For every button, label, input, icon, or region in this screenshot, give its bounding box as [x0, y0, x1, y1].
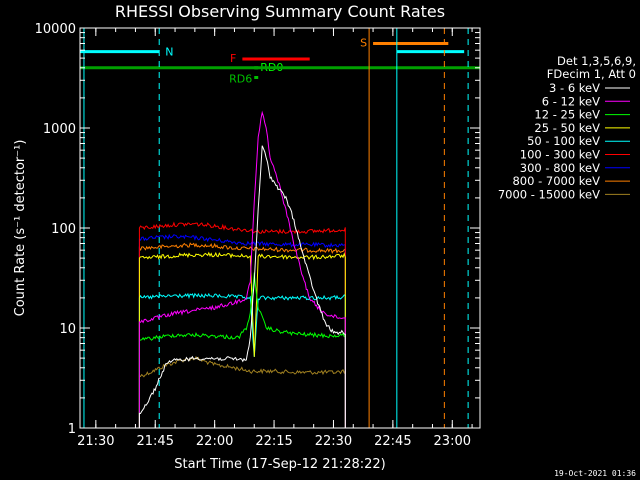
series-line-25-50-kev — [138, 251, 346, 429]
legend: Det 1,3,5,6,9, FDecim 1, Att 0 3 - 6 keV… — [498, 54, 636, 201]
legend-label: 100 - 300 keV — [520, 148, 600, 162]
legend-header-line1: Det 1,3,5,6,9, — [557, 54, 636, 68]
legend-label: 300 - 800 keV — [520, 161, 600, 175]
chart-title: RHESSI Observing Summary Count Rates — [115, 2, 445, 21]
series-line-6-12-kev — [138, 110, 346, 429]
series-line-800-7000-kev — [138, 242, 346, 429]
x-tick-label: 22:15 — [255, 434, 292, 449]
legend-label: 25 - 50 keV — [534, 121, 600, 135]
series-line-300-800-kev — [138, 233, 346, 429]
x-tick-label: 23:00 — [434, 434, 471, 449]
series-line-50-100-kev — [138, 292, 346, 429]
y-tick-label: 1000 — [43, 122, 76, 137]
x-tick-label: 22:30 — [315, 434, 352, 449]
x-tick-label: 21:30 — [77, 434, 114, 449]
state-annotations: NSFRD0RD6 — [80, 36, 480, 85]
series-group — [138, 110, 346, 429]
annotation-label: N — [165, 46, 173, 59]
y-tick-label: 10 — [59, 322, 76, 337]
series-line-12-25-kev — [138, 272, 346, 429]
legend-label: 3 - 6 keV — [549, 81, 600, 95]
legend-label: 7000 - 15000 keV — [498, 187, 600, 201]
y-tick-label: 10000 — [35, 22, 76, 37]
y-axis-label: Count Rate (s⁻¹ detector⁻¹) — [13, 140, 28, 317]
legend-header-line2: FDecim 1, Att 0 — [547, 67, 636, 81]
series-line-100-300-kev — [138, 221, 346, 429]
annotation-label: RD6 — [229, 72, 252, 85]
annotation-label: S — [360, 36, 367, 49]
legend-label: 12 - 25 keV — [534, 108, 600, 122]
x-axis: 21:30 21:45 22:00 22:15 22:30 22:45 23:00 — [77, 28, 473, 449]
annotation-label: F — [230, 52, 236, 65]
x-axis-label: Start Time (17-Sep-12 21:28:22) — [174, 457, 385, 472]
timestamp: 19-Oct-2021 01:36 — [554, 469, 636, 478]
series-line-7000-15000-kev — [138, 355, 346, 429]
y-tick-label: 1 — [68, 422, 76, 437]
legend-label: 50 - 100 keV — [527, 134, 600, 148]
y-axis: 1 10 100 1000 10000 — [35, 22, 480, 437]
x-tick-label: 21:45 — [137, 434, 174, 449]
x-tick-label: 22:45 — [374, 434, 411, 449]
legend-label: 800 - 7000 keV — [512, 174, 600, 188]
x-tick-label: 22:00 — [196, 434, 233, 449]
legend-label: 6 - 12 keV — [542, 94, 600, 108]
series-line-3-6-kev — [138, 145, 346, 429]
y-tick-label: 100 — [51, 222, 76, 237]
